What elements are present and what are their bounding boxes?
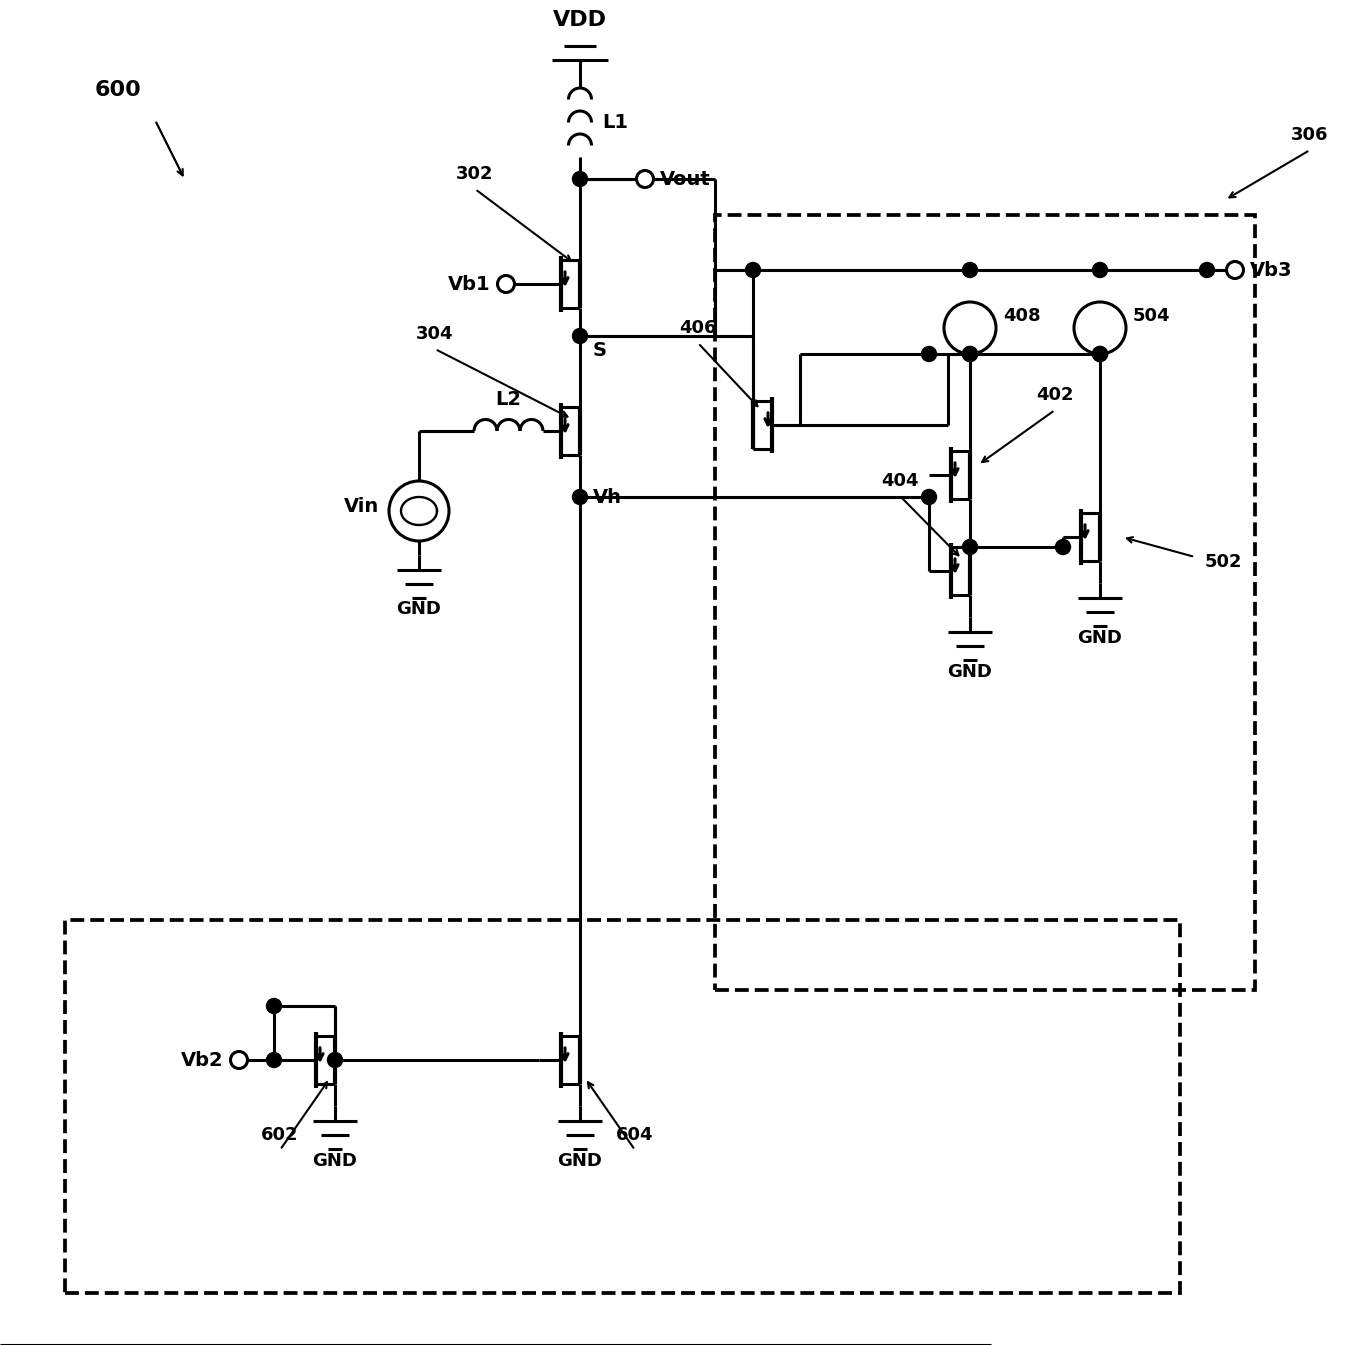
Text: 304: 304 [417,325,453,343]
Text: Vb2: Vb2 [182,1050,224,1069]
Text: 600: 600 [95,79,141,100]
Text: 404: 404 [881,472,919,490]
Circle shape [921,490,936,504]
Text: 406: 406 [680,319,716,338]
Text: 306: 306 [1292,126,1329,144]
Text: 402: 402 [1037,386,1073,404]
Circle shape [1056,539,1071,554]
Circle shape [944,303,996,354]
Circle shape [498,276,514,292]
Text: 604: 604 [616,1126,654,1145]
Text: 504: 504 [1133,307,1171,325]
Circle shape [573,172,588,187]
Text: Vout: Vout [660,169,711,188]
Text: 602: 602 [262,1126,299,1145]
Text: Vh: Vh [593,487,622,507]
Circle shape [962,262,977,277]
Circle shape [962,347,977,362]
Text: 502: 502 [1205,553,1243,572]
Circle shape [1227,261,1243,278]
Text: Vin: Vin [343,496,379,515]
Text: GND: GND [1077,629,1122,647]
Circle shape [1092,347,1107,362]
Circle shape [1073,303,1126,354]
Text: GND: GND [396,600,441,617]
Circle shape [389,482,449,541]
Text: Vb3: Vb3 [1250,261,1292,280]
Text: GND: GND [947,663,992,681]
Text: GND: GND [312,1153,357,1170]
Text: GND: GND [558,1153,603,1170]
Circle shape [573,490,588,504]
Text: L1: L1 [603,113,628,132]
Text: 408: 408 [1003,307,1041,325]
Circle shape [573,328,588,343]
Circle shape [745,262,760,277]
Circle shape [1200,262,1215,277]
Text: 302: 302 [456,165,494,183]
Circle shape [266,998,281,1014]
Circle shape [327,1053,342,1068]
Text: S: S [593,342,607,360]
Circle shape [962,539,977,554]
Circle shape [266,1053,281,1068]
Circle shape [962,347,977,362]
Text: VDD: VDD [554,9,607,30]
Circle shape [636,171,654,187]
Circle shape [1092,262,1107,277]
Circle shape [1092,347,1107,362]
Text: Vb1: Vb1 [448,274,491,293]
Circle shape [921,347,936,362]
Circle shape [231,1052,247,1068]
Text: L2: L2 [495,390,521,409]
